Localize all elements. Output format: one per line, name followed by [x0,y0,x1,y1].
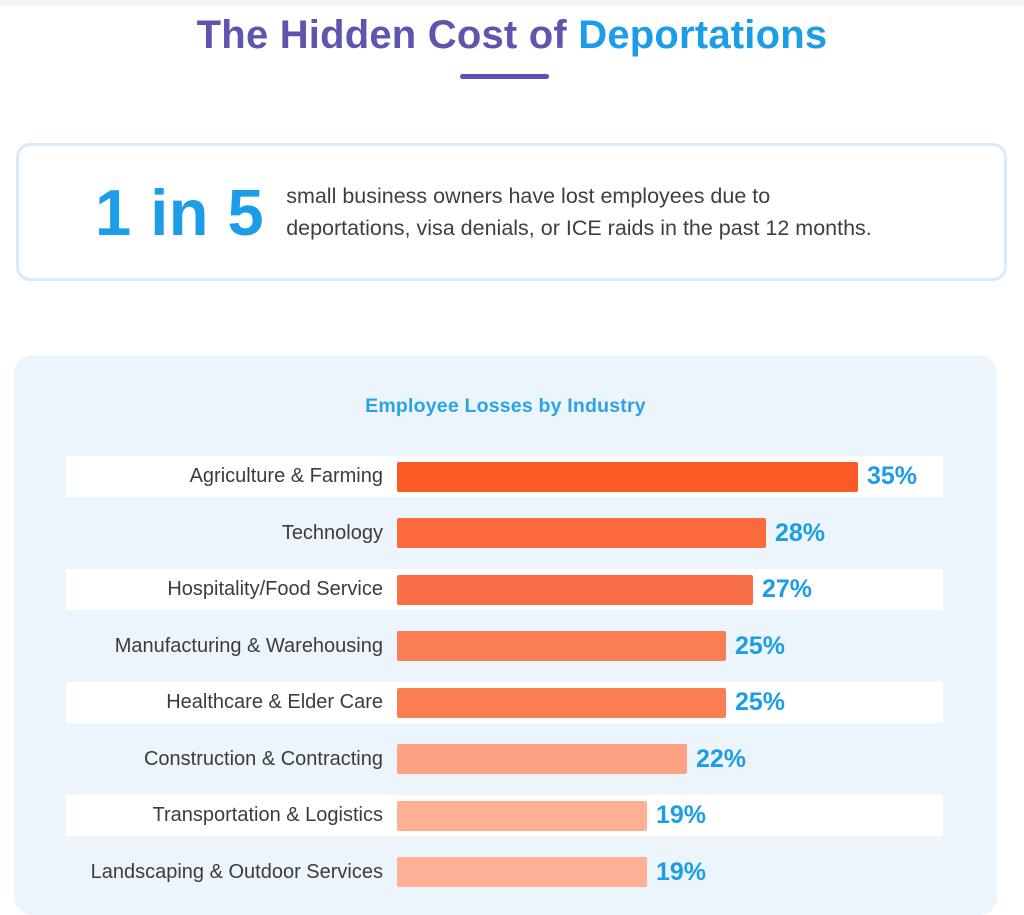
page-title-regular: The Hidden Cost of [196,13,579,57]
value-label: 19% [656,857,707,886]
bar [397,631,726,661]
category-label: Landscaping & Outdoor Services [90,860,383,883]
page-title-accent: Deportations [578,13,828,57]
chart-row: Construction & Contracting 22% [66,739,943,780]
value-label: 35% [867,462,918,490]
top-strip [0,0,1024,6]
chart-row: Agriculture & Farming 35% [66,456,943,497]
value-label: 22% [696,744,747,773]
category-label: Hospitality/Food Service [167,578,383,600]
page-header: The Hidden Cost of Deportations [0,13,1024,58]
bar [397,687,726,718]
chart-row: Technology 28% [66,513,943,554]
category-label: Agriculture & Farming [189,465,383,487]
bar [397,461,858,492]
bar [397,744,687,774]
bar [397,800,647,831]
stat-description-line-2: deportations, visa denials, or ICE raids… [286,216,872,240]
stat-description-line-1: small business owners have lost employee… [286,183,771,208]
chart-row: Hospitality/Food Service 27% [66,569,943,610]
chart-row: Manufacturing & Warehousing 25% [66,626,943,667]
stat-value: 1 in 5 [95,175,265,249]
category-label: Construction & Contracting [143,747,383,770]
value-label: 28% [775,518,826,547]
stat-description: small business owners have lost employee… [286,180,872,245]
category-label: Transportation & Logistics [152,804,383,826]
bar [397,857,647,887]
value-label: 27% [762,575,813,603]
title-underline [460,74,549,79]
category-label: Healthcare & Elder Care [166,691,383,713]
chart-rows: Agriculture & Farming 35% Technology 28% Hos… [66,456,943,893]
chart-title: Employee Losses by Industry [365,395,646,417]
chart-row: Landscaping & Outdoor Services 19% [66,852,943,893]
stat-callout-card: 1 in 5 small business owners have lost e… [16,143,1007,281]
chart-row: Transportation & Logistics 19% [66,795,943,836]
bar [397,574,753,605]
value-label: 19% [656,801,707,829]
bar [397,518,766,548]
category-label: Manufacturing & Warehousing [114,634,383,657]
value-label: 25% [735,688,786,716]
chart-panel: Employee Losses by Industry Agriculture … [14,355,997,915]
value-label: 25% [735,631,786,660]
category-label: Technology [281,521,383,544]
page-title: The Hidden Cost of Deportations [0,13,1024,58]
chart-row: Healthcare & Elder Care 25% [66,682,943,723]
